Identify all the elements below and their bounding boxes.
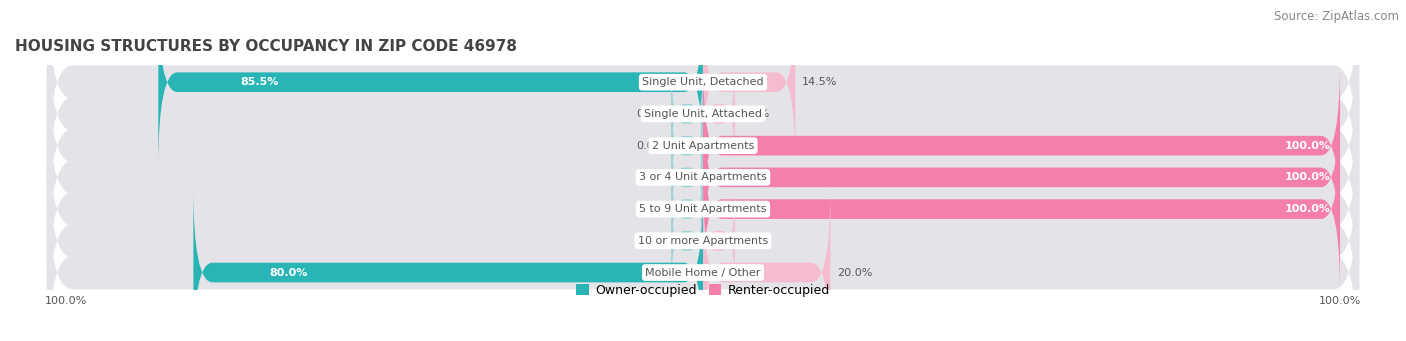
Text: Mobile Home / Other: Mobile Home / Other	[645, 268, 761, 278]
Text: 100.0%: 100.0%	[1285, 140, 1330, 151]
Text: Single Unit, Attached: Single Unit, Attached	[644, 109, 762, 119]
Text: 2 Unit Apartments: 2 Unit Apartments	[652, 140, 754, 151]
Legend: Owner-occupied, Renter-occupied: Owner-occupied, Renter-occupied	[571, 279, 835, 302]
Text: Single Unit, Detached: Single Unit, Detached	[643, 77, 763, 87]
Text: 0.0%: 0.0%	[637, 236, 665, 246]
FancyBboxPatch shape	[703, 60, 1340, 231]
FancyBboxPatch shape	[703, 60, 735, 167]
FancyBboxPatch shape	[703, 92, 1340, 263]
Text: 20.0%: 20.0%	[837, 268, 872, 278]
Text: Source: ZipAtlas.com: Source: ZipAtlas.com	[1274, 10, 1399, 23]
FancyBboxPatch shape	[671, 124, 703, 231]
FancyBboxPatch shape	[46, 35, 1360, 256]
FancyBboxPatch shape	[703, 124, 1340, 294]
Text: 80.0%: 80.0%	[270, 268, 308, 278]
Text: 0.0%: 0.0%	[637, 109, 665, 119]
Text: 85.5%: 85.5%	[240, 77, 278, 87]
FancyBboxPatch shape	[46, 0, 1360, 192]
Text: HOUSING STRUCTURES BY OCCUPANCY IN ZIP CODE 46978: HOUSING STRUCTURES BY OCCUPANCY IN ZIP C…	[15, 39, 517, 54]
FancyBboxPatch shape	[671, 155, 703, 263]
Text: 0.0%: 0.0%	[637, 140, 665, 151]
Text: 0.0%: 0.0%	[637, 204, 665, 214]
Text: 0.0%: 0.0%	[741, 109, 769, 119]
FancyBboxPatch shape	[194, 187, 703, 341]
Text: 14.5%: 14.5%	[801, 77, 837, 87]
FancyBboxPatch shape	[671, 60, 703, 167]
FancyBboxPatch shape	[46, 131, 1360, 341]
FancyBboxPatch shape	[671, 187, 703, 294]
Text: 100.0%: 100.0%	[1285, 172, 1330, 182]
Text: 5 to 9 Unit Apartments: 5 to 9 Unit Apartments	[640, 204, 766, 214]
FancyBboxPatch shape	[703, 187, 735, 294]
FancyBboxPatch shape	[703, 187, 831, 341]
FancyBboxPatch shape	[46, 99, 1360, 319]
Text: 100.0%: 100.0%	[1285, 204, 1330, 214]
Text: 0.0%: 0.0%	[741, 236, 769, 246]
FancyBboxPatch shape	[46, 4, 1360, 224]
FancyBboxPatch shape	[159, 0, 703, 167]
FancyBboxPatch shape	[46, 162, 1360, 341]
Text: 3 or 4 Unit Apartments: 3 or 4 Unit Apartments	[640, 172, 766, 182]
FancyBboxPatch shape	[671, 92, 703, 199]
FancyBboxPatch shape	[703, 0, 796, 167]
Text: 10 or more Apartments: 10 or more Apartments	[638, 236, 768, 246]
FancyBboxPatch shape	[46, 67, 1360, 287]
Text: 0.0%: 0.0%	[637, 172, 665, 182]
